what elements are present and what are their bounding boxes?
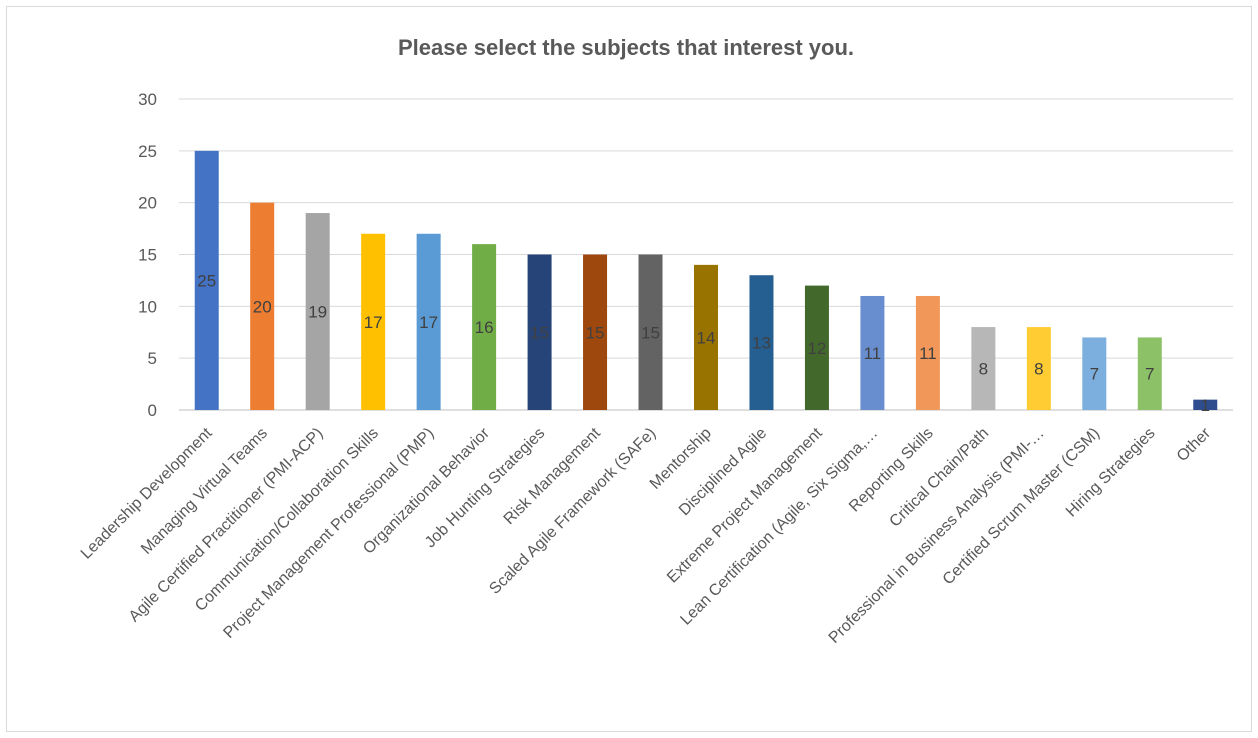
bar <box>1137 337 1162 410</box>
data-label: 19 <box>308 303 327 322</box>
data-label: 8 <box>1034 360 1043 379</box>
x-tick-label: Project Management Professional (PMP) <box>220 425 437 642</box>
chart-title: Please select the subjects that interest… <box>398 35 854 60</box>
data-label: 13 <box>752 334 771 353</box>
data-label: 15 <box>530 323 549 342</box>
bar <box>583 254 608 410</box>
bar <box>472 244 497 410</box>
x-tick-label: Other <box>1174 424 1215 465</box>
bar <box>1082 337 1107 410</box>
x-tick-label: Agile Certified Practitioner (PMI-ACP) <box>126 425 327 626</box>
data-label: 25 <box>197 271 216 290</box>
bar <box>416 233 441 410</box>
y-tick-label: 5 <box>148 349 157 368</box>
data-label: 20 <box>253 297 272 316</box>
data-label: 14 <box>697 328 716 347</box>
bar <box>527 254 552 410</box>
bar <box>361 233 386 410</box>
data-label: 15 <box>586 323 605 342</box>
bar <box>860 295 885 410</box>
bar <box>971 327 996 410</box>
data-label: 11 <box>864 344 882 363</box>
data-label: 8 <box>979 360 988 379</box>
x-tick-label: Risk Management <box>501 424 605 528</box>
bar <box>694 264 718 410</box>
y-tick-label: 10 <box>138 297 157 316</box>
bar <box>250 202 275 410</box>
y-axis-ticks: 0 5 10 15 20 25 30 <box>138 90 157 420</box>
bar-chart: Please select the subjects that interest… <box>78 35 1233 647</box>
y-tick-label: 20 <box>138 194 157 213</box>
bar <box>194 150 219 411</box>
y-tick-label: 15 <box>138 246 157 265</box>
data-label: 7 <box>1145 365 1154 384</box>
data-label: 15 <box>641 323 660 342</box>
data-label: 17 <box>364 313 383 332</box>
data-label: 16 <box>475 318 494 337</box>
y-tick-label: 0 <box>148 401 157 420</box>
bars <box>194 150 1218 411</box>
data-labels: 25 20 19 17 17 16 15 15 15 14 13 12 11 11 8 8 7 7 1 <box>197 271 1210 414</box>
bar <box>749 275 774 410</box>
data-label: 11 <box>919 344 937 363</box>
y-tick-label: 25 <box>138 142 157 161</box>
bar <box>915 295 940 410</box>
data-label: 17 <box>419 313 438 332</box>
bar <box>1026 327 1051 410</box>
data-label: 12 <box>807 339 826 358</box>
data-label: 7 <box>1090 365 1099 384</box>
bar <box>305 213 330 410</box>
chart-container: Please select the subjects that interest… <box>6 6 1252 732</box>
y-tick-label: 30 <box>138 90 157 109</box>
bar <box>804 285 829 410</box>
x-tick-label: Lean Certification (Agile, Six Sigma,… <box>677 425 881 629</box>
data-label: 1 <box>1201 396 1210 415</box>
bar <box>638 254 663 410</box>
bar <box>1193 399 1218 410</box>
x-tick-label: Critical Chain/Path <box>886 425 992 531</box>
